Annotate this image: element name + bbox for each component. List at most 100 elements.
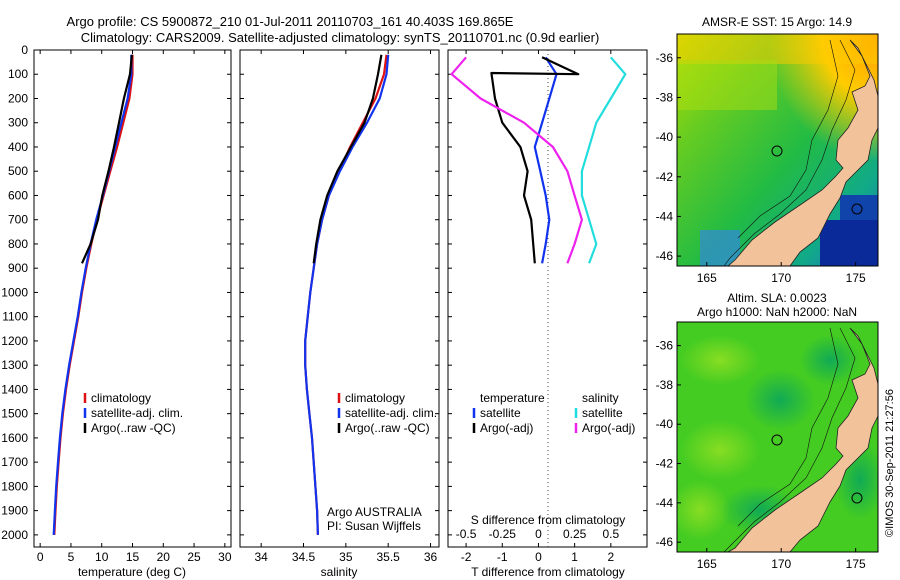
x-tick-label: -2 <box>461 550 472 564</box>
land-mass <box>727 327 878 552</box>
y-tick-label: 300 <box>8 116 28 130</box>
map-y-tick-label: -46 <box>656 535 674 549</box>
y-tick-label: 1900 <box>1 504 28 518</box>
figure-title-line2: Climatology: CARS2009. Satellite-adjuste… <box>81 30 600 45</box>
y-tick-label: 200 <box>8 91 28 105</box>
argo-position-marker <box>771 145 783 157</box>
legend-s-satellite-label: satellite <box>582 406 623 420</box>
x-tick-label: 35.5 <box>377 550 401 564</box>
profile-line <box>52 54 133 535</box>
x-tick-label: 25 <box>187 550 201 564</box>
land-mass <box>727 39 878 266</box>
x-tick-label: 30 <box>218 550 232 564</box>
map-y-tick-label: -44 <box>656 209 674 223</box>
s-tick-label: -0.5 <box>456 527 477 541</box>
legend-salinity-header: salinity <box>582 391 619 405</box>
x-tick-label: 20 <box>157 550 171 564</box>
profile-line <box>312 54 383 264</box>
y-tick-label: 1700 <box>1 455 28 469</box>
sla-map-title-line1: Altim. SLA: 0.0023 <box>727 291 827 305</box>
temperature-xlabel: temperature (deg C) <box>78 565 186 579</box>
salinity-legend: climatology satellite-adj. clim. Argo(..… <box>337 391 437 435</box>
profile-line <box>490 56 580 264</box>
x-tick-label: 1 <box>571 550 578 564</box>
y-tick-label: 700 <box>8 213 28 227</box>
legend-t-argo-label: Argo(-adj) <box>480 421 533 435</box>
imos-timestamp: ©IMOS 30-Sep-2011 21:27:56 <box>884 389 896 537</box>
y-tick-label: 500 <box>8 164 28 178</box>
y-tick-label: 800 <box>8 237 28 251</box>
bathymetry-contour <box>737 327 839 527</box>
argo-position-marker <box>771 434 783 446</box>
legend-climatology-label: climatology <box>91 391 151 405</box>
figure-title-line1: Argo profile: CS 5900872_210 01-Jul-2011… <box>67 14 514 29</box>
credit-text: Argo AUSTRALIA <box>327 505 422 519</box>
y-tick-label: 100 <box>8 67 28 81</box>
profile-line <box>80 54 133 264</box>
y-tick-label: 2000 <box>1 528 28 542</box>
y-tick-label: 1800 <box>1 479 28 493</box>
salinity-axes-frame <box>239 49 440 548</box>
x-tick-label: 34.5 <box>292 550 316 564</box>
y-tick-label: 1000 <box>1 285 28 299</box>
legend-argo-label: Argo(..raw -QC) <box>345 421 430 435</box>
argo-position-marker <box>851 203 863 215</box>
sla-map-axis-ticks: 165 170 175 -36 -38 -40 -42 -44 -46 <box>656 339 866 571</box>
y-tick-label: 1300 <box>1 358 28 372</box>
map-x-tick-label: 170 <box>771 557 791 571</box>
salinity-axis-ticks: 34 34.5 35 35.5 36 <box>240 49 439 564</box>
y-tick-label: 400 <box>8 140 28 154</box>
x-tick-label: 5 <box>68 550 75 564</box>
y-tick-label: 600 <box>8 188 28 202</box>
s-difference-axis-ticks: -0.5 -0.25 0 0.25 0.5 <box>456 527 620 541</box>
map-y-tick-label: -38 <box>656 378 674 392</box>
y-tick-label: 0 <box>21 43 28 57</box>
x-tick-label: 36 <box>424 550 438 564</box>
x-tick-label: -1 <box>497 550 508 564</box>
profile-line <box>450 56 584 264</box>
x-tick-label: 34 <box>254 550 268 564</box>
map-y-tick-label: -36 <box>656 51 674 65</box>
sst-map-axis-ticks: 165 170 175 -36 -38 -40 -42 -44 -46 <box>656 51 866 285</box>
t-difference-axis-ticks: -2 -1 0 1 2 <box>448 49 647 564</box>
legend-temperature-header: temperature <box>480 391 545 405</box>
legend-argo-label: Argo(..raw -QC) <box>91 421 176 435</box>
s-difference-xlabel: S difference from climatology <box>471 513 626 527</box>
s-tick-label: -0.25 <box>489 527 517 541</box>
sla-map-field <box>677 322 878 552</box>
salinity-series <box>304 54 390 535</box>
bathymetry-contour <box>737 39 839 239</box>
map-x-tick-label: 165 <box>697 557 717 571</box>
map-y-tick-label: -42 <box>656 170 674 184</box>
x-tick-label: 10 <box>95 550 109 564</box>
map-x-tick-label: 175 <box>846 271 866 285</box>
y-tick-label: 1100 <box>2 310 28 324</box>
difference-series <box>450 56 627 264</box>
x-tick-label: 0 <box>535 550 542 564</box>
s-tick-label: 0.5 <box>602 527 619 541</box>
map-y-tick-label: -42 <box>656 457 674 471</box>
profile-line <box>533 56 558 264</box>
legend-satellite-label: satellite-adj. clim. <box>91 406 183 420</box>
x-tick-label: 15 <box>126 550 140 564</box>
sla-map-frame <box>676 321 879 553</box>
credit-pi-text: PI: Susan Wijffels <box>327 519 421 533</box>
temperature-legend: climatology satellite-adj. clim. Argo(..… <box>83 391 183 435</box>
profile-line <box>304 54 390 535</box>
y-tick-label: 1200 <box>1 334 28 348</box>
bathymetry-contour <box>723 39 856 266</box>
y-tick-label: 900 <box>8 261 28 275</box>
difference-panel: -2 -1 0 1 2 -0.5 -0.25 0 0.25 0.5 S difference f… <box>447 49 648 579</box>
map-x-tick-label: 170 <box>771 271 791 285</box>
y-tick-label: 1500 <box>1 407 28 421</box>
salinity-xlabel: salinity <box>321 565 358 579</box>
sst-map-field <box>677 34 878 266</box>
legend-satellite-label: satellite-adj. clim. <box>345 406 437 420</box>
legend-t-satellite-label: satellite <box>480 406 521 420</box>
map-y-tick-label: -38 <box>656 90 674 104</box>
sla-map-panel: Altim. SLA: 0.0023 Argo h1000: NaN h2000… <box>656 291 879 571</box>
map-y-tick-label: -46 <box>656 249 674 263</box>
temperature-series <box>52 54 134 535</box>
legend-climatology-label: climatology <box>345 391 405 405</box>
